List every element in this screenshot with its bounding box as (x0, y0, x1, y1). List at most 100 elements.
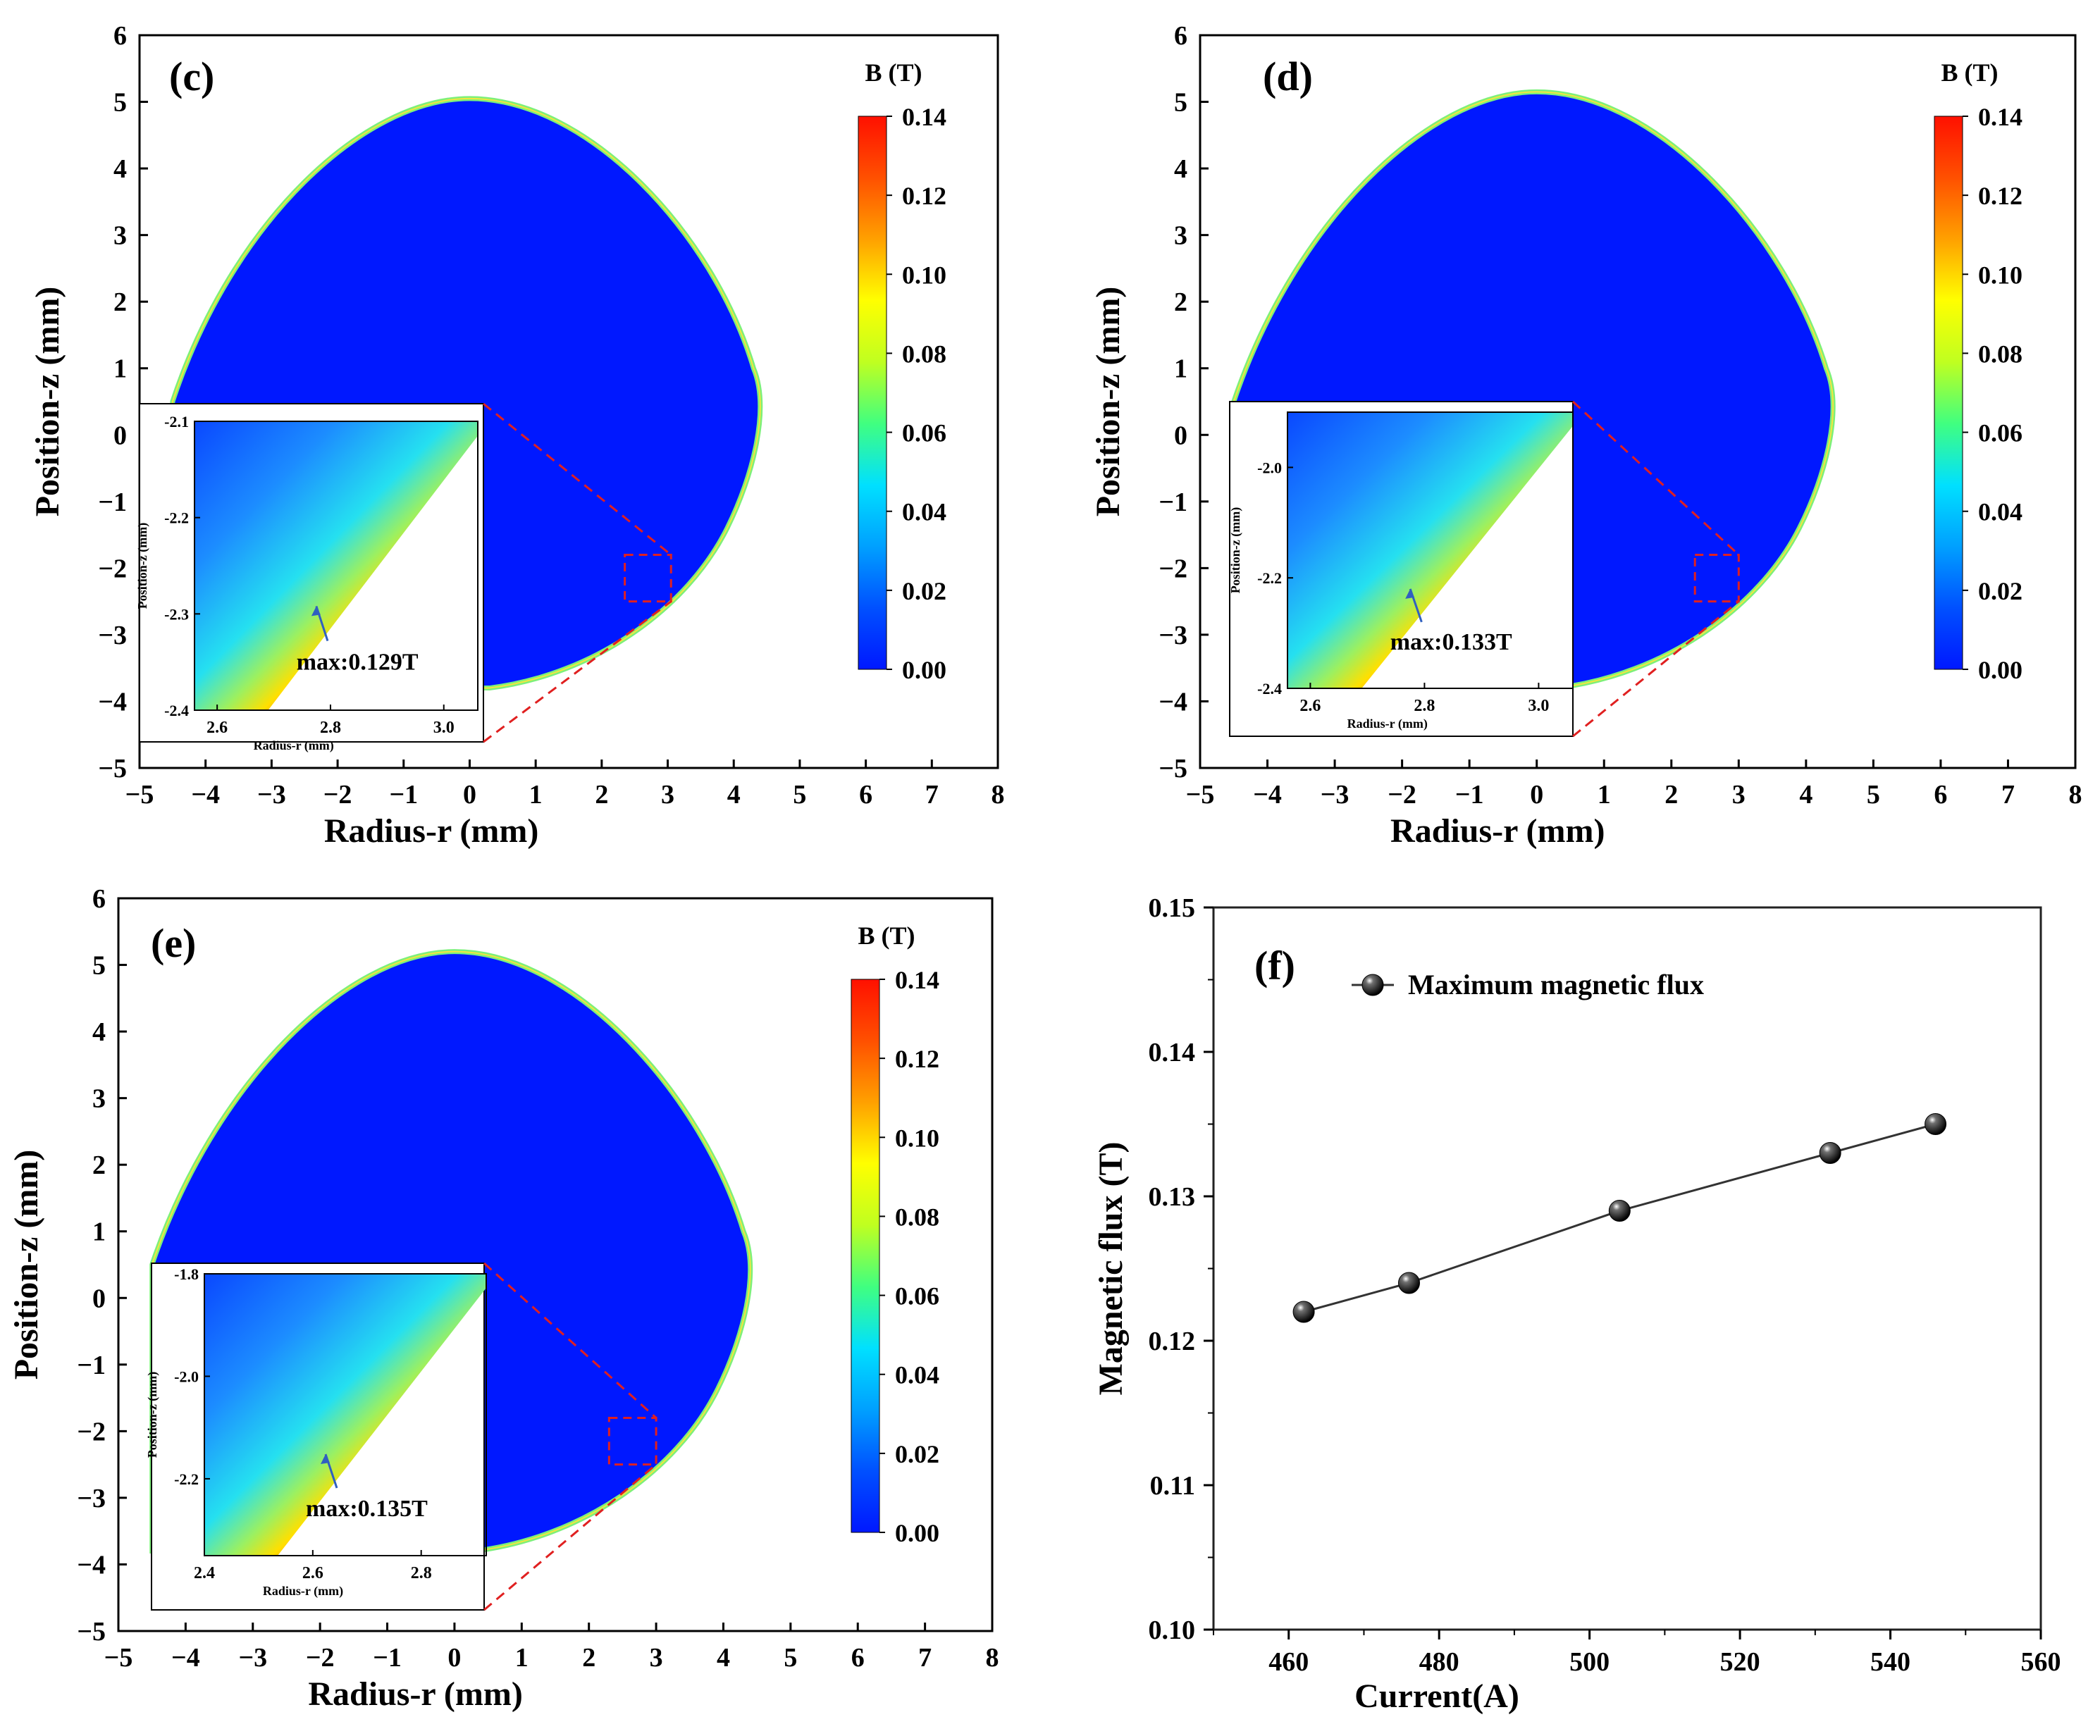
inset-y-tick-label: -1.8 (174, 1265, 199, 1283)
y-tick-label: −3 (98, 621, 127, 650)
x-tick-label: 4 (717, 1643, 730, 1673)
panel-label: (e) (151, 920, 196, 966)
x-tick-label: 520 (1720, 1647, 1760, 1677)
max-annotation: max:0.129T (297, 650, 419, 676)
x-tick-label: 8 (2069, 780, 2082, 810)
inset-x-tick-label: 2.4 (194, 1564, 215, 1582)
inset-x-tick-label: 2.8 (320, 719, 341, 737)
colorbar-tick-label: 0.00 (902, 656, 946, 684)
zoom-connector (483, 600, 672, 743)
x-tick-label: 6 (1934, 780, 1947, 810)
colorbar (858, 116, 887, 670)
data-point (1397, 1272, 1420, 1294)
plot-frame (1199, 34, 2077, 769)
y-tick-label: 0 (92, 1284, 106, 1313)
x-tick-label: 3 (1732, 780, 1746, 810)
x-tick-label: 5 (1867, 780, 1880, 810)
x-axis-label: Current(A) (1354, 1678, 1519, 1715)
y-tick-label: −2 (98, 554, 127, 583)
x-tick-label: 460 (1268, 1647, 1309, 1677)
y-tick-label: 1 (1174, 354, 1187, 384)
x-tick-label: −4 (191, 780, 220, 810)
zoom-connector (483, 402, 672, 556)
colorbar (1934, 116, 1963, 670)
y-tick-label: 3 (92, 1084, 106, 1114)
max-arrow-head (321, 1454, 330, 1464)
x-tick-label: 7 (925, 780, 939, 810)
x-tick-label: 3 (661, 780, 674, 810)
panel-label: (c) (169, 54, 214, 99)
colorbar-tick-label: 0.06 (895, 1282, 939, 1310)
inset-x-axis-label: Radius-r (mm) (1347, 717, 1428, 731)
legend-label: Maximum magnetic flux (1408, 969, 1704, 1000)
max-annotation: max:0.135T (306, 1496, 428, 1522)
y-tick-label: 2 (1174, 287, 1187, 317)
colorbar-tick-label: 0.00 (1978, 656, 2022, 684)
y-tick-label: 3 (113, 221, 127, 251)
x-tick-label: 0 (463, 780, 476, 810)
x-axis-label: Radius-r (mm) (308, 1675, 522, 1713)
x-tick-label: −5 (104, 1643, 133, 1673)
zoom-connector (483, 1262, 657, 1419)
inset-x-tick-label: 2.8 (411, 1564, 432, 1582)
droplet-edge-hot (1233, 91, 1834, 689)
x-tick-label: 3 (650, 1643, 663, 1673)
panel-f: 460 480 500 520 540 560 0.10 0.11 0.12 0.13 0.14 0.… (1092, 893, 2061, 1715)
droplet-edge-hot (171, 97, 761, 689)
y-tick-label: −4 (77, 1550, 106, 1580)
panel-label: (f) (1254, 943, 1295, 988)
data-point (1819, 1142, 1841, 1164)
x-tick-label: 560 (2021, 1647, 2061, 1677)
colorbar-tick-label: 0.00 (895, 1519, 939, 1547)
y-tick-label: 6 (1174, 21, 1187, 51)
y-tick-label: −4 (98, 687, 127, 717)
y-tick-label: −5 (77, 1617, 106, 1647)
x-tick-label: −4 (1253, 780, 1282, 810)
x-tick-label: 2 (1664, 780, 1678, 810)
x-tick-label: 1 (1598, 780, 1611, 810)
legend-marker (1361, 974, 1384, 996)
y-tick-label: 0.14 (1149, 1038, 1196, 1067)
inset-y-axis-label: Position-z (mm) (135, 523, 150, 609)
x-tick-label: 540 (1870, 1647, 1910, 1677)
x-axis-label: Radius-r (mm) (1390, 812, 1605, 850)
x-tick-label: 4 (1799, 780, 1812, 810)
inset-y-axis-label: Position-z (mm) (145, 1372, 160, 1458)
y-tick-label: 0.10 (1149, 1616, 1196, 1645)
x-tick-label: 6 (859, 780, 872, 810)
colorbar-label: B (T) (1941, 58, 1999, 87)
x-tick-label: −3 (257, 780, 286, 810)
colorbar-tick-label: 0.04 (895, 1361, 939, 1389)
colorbar-label: B (T) (858, 922, 915, 950)
colorbar-label: B (T) (865, 58, 922, 87)
inset-x-axis-label: Radius-r (mm) (263, 1584, 343, 1599)
y-tick-label: 3 (1174, 221, 1187, 251)
colorbar-tick-label: 0.08 (1978, 340, 2022, 368)
colorbar-tick-label: 0.14 (902, 103, 946, 131)
y-tick-label: −1 (98, 488, 127, 517)
y-axis-label: Position-z (mm) (1089, 287, 1127, 517)
colorbar-tick-label: 0.06 (1978, 419, 2022, 447)
x-tick-label: 8 (992, 780, 1005, 810)
colorbar-tick-label: 0.12 (895, 1045, 939, 1073)
inset-x-tick-label: 2.6 (206, 719, 228, 737)
colorbar-tick-label: 0.10 (902, 261, 946, 289)
y-tick-label: 0.12 (1149, 1327, 1196, 1356)
y-tick-label: 6 (113, 21, 127, 51)
colorbar-tick-label: 0.10 (895, 1124, 939, 1152)
inset-x-tick-label: 2.8 (1414, 697, 1435, 715)
panel-label: (d) (1263, 54, 1313, 99)
y-tick-label: 2 (113, 287, 127, 317)
x-tick-label: 8 (986, 1643, 999, 1673)
inset-x-tick-label: 3.0 (1528, 697, 1549, 715)
inset-y-tick-label: -2.3 (164, 605, 189, 623)
inset-frame (194, 421, 478, 711)
y-tick-label: 0.13 (1149, 1182, 1196, 1212)
zoom-connector (1571, 400, 1740, 556)
inset-y-axis-label: Position-z (mm) (1228, 507, 1243, 593)
y-tick-label: 0.15 (1149, 893, 1196, 923)
x-tick-label: 6 (851, 1643, 865, 1673)
data-point (1608, 1200, 1631, 1222)
x-tick-label: 5 (784, 1643, 797, 1673)
y-tick-label: 5 (92, 951, 106, 981)
